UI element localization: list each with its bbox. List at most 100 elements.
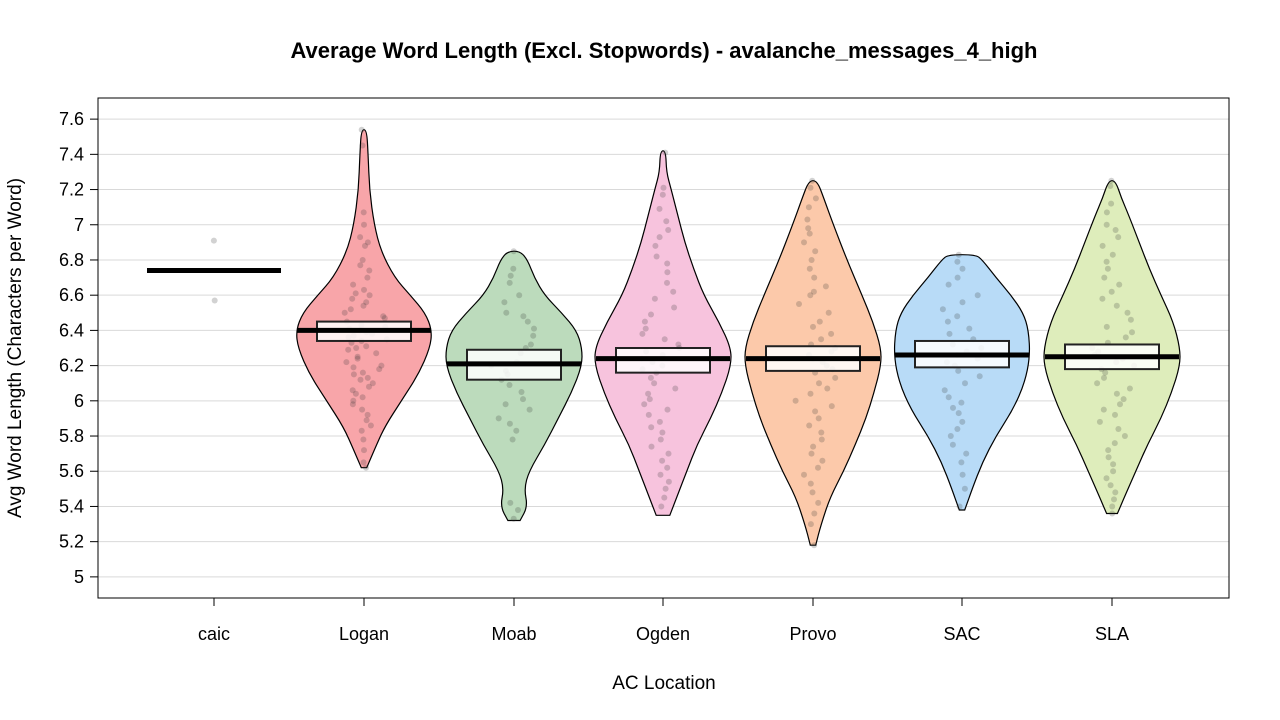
data-point <box>792 397 799 404</box>
data-point <box>1101 274 1108 281</box>
data-point <box>527 341 534 348</box>
data-point <box>510 515 517 522</box>
data-point <box>651 380 658 387</box>
data-point <box>1115 234 1122 241</box>
data-point <box>343 359 350 366</box>
data-point <box>825 309 832 316</box>
data-point <box>1108 200 1115 207</box>
data-point <box>1115 426 1122 432</box>
violin-moab <box>445 250 583 522</box>
data-point <box>818 429 825 436</box>
data-point <box>660 184 667 191</box>
data-point <box>513 427 520 434</box>
data-point <box>364 239 371 246</box>
data-point <box>639 330 646 337</box>
data-point <box>352 290 359 297</box>
data-point <box>211 297 218 304</box>
data-point <box>506 420 513 427</box>
data-point <box>1099 242 1106 249</box>
data-point <box>945 394 952 401</box>
data-point <box>366 383 372 390</box>
data-point <box>661 494 668 501</box>
data-point <box>954 426 961 432</box>
data-point <box>360 436 367 443</box>
data-point <box>1099 295 1106 302</box>
data-point <box>376 366 383 373</box>
data-point <box>664 464 671 471</box>
data-point <box>369 380 376 387</box>
data-point <box>364 274 371 281</box>
data-point <box>955 367 962 374</box>
x-tick-label: Moab <box>491 624 536 644</box>
data-point <box>506 279 513 286</box>
data-point <box>808 257 815 263</box>
y-tick-label: 7.4 <box>59 144 84 164</box>
data-point <box>1110 461 1117 468</box>
data-point <box>804 216 811 223</box>
data-point <box>350 281 357 288</box>
data-point <box>828 330 835 337</box>
data-point <box>353 345 360 351</box>
data-point <box>816 380 822 387</box>
data-point <box>367 422 374 429</box>
data-point <box>1108 288 1115 295</box>
data-point <box>366 267 373 274</box>
data-point <box>648 424 655 431</box>
data-point <box>1122 334 1129 341</box>
data-point <box>949 441 956 448</box>
data-point <box>1109 251 1116 258</box>
y-axis-label: Avg Word Length (Characters per Word) <box>5 178 26 518</box>
data-point <box>959 299 966 306</box>
data-point <box>1117 401 1123 408</box>
violin-ogden <box>594 150 732 516</box>
data-point <box>818 336 825 343</box>
data-point <box>954 313 961 320</box>
data-point <box>947 433 954 439</box>
y-tick-label: 6.8 <box>59 250 84 270</box>
x-tick-label: SAC <box>943 624 980 644</box>
violin-logan <box>296 129 432 469</box>
chart-title: Average Word Length (Excl. Stopwords) - … <box>290 38 1037 63</box>
data-point <box>648 443 655 450</box>
data-point <box>360 302 367 309</box>
data-point <box>1103 209 1110 216</box>
data-point <box>1096 418 1103 425</box>
data-point <box>954 274 961 281</box>
data-point <box>210 237 217 244</box>
data-point <box>810 443 817 450</box>
data-point <box>349 401 356 408</box>
data-point <box>959 471 966 478</box>
data-point <box>359 406 366 413</box>
data-point <box>642 325 649 332</box>
data-point <box>354 353 361 360</box>
data-point <box>1116 281 1123 288</box>
data-point <box>1113 302 1120 309</box>
data-point <box>656 205 663 212</box>
data-point <box>645 411 652 418</box>
data-point <box>946 330 953 337</box>
data-point <box>1103 323 1110 330</box>
data-point <box>954 258 961 265</box>
data-point <box>1105 454 1112 461</box>
data-point <box>352 390 359 397</box>
data-point <box>1121 433 1128 439</box>
data-point <box>1107 482 1114 489</box>
data-point <box>962 380 968 387</box>
data-point <box>652 242 659 249</box>
data-point <box>503 309 510 316</box>
data-point <box>811 510 818 517</box>
data-point <box>345 346 352 353</box>
data-point <box>524 318 531 325</box>
data-point <box>510 248 517 255</box>
y-tick-label: 6.2 <box>59 356 84 376</box>
data-point <box>1112 411 1118 418</box>
y-tick-label: 5.8 <box>59 426 84 446</box>
data-point <box>360 209 367 216</box>
data-point <box>958 399 965 406</box>
data-point <box>1109 510 1116 517</box>
y-tick-label: 6.4 <box>59 320 84 340</box>
data-point <box>665 450 672 457</box>
x-tick-label: caic <box>198 624 230 644</box>
data-point <box>648 311 654 318</box>
data-point <box>828 403 835 410</box>
